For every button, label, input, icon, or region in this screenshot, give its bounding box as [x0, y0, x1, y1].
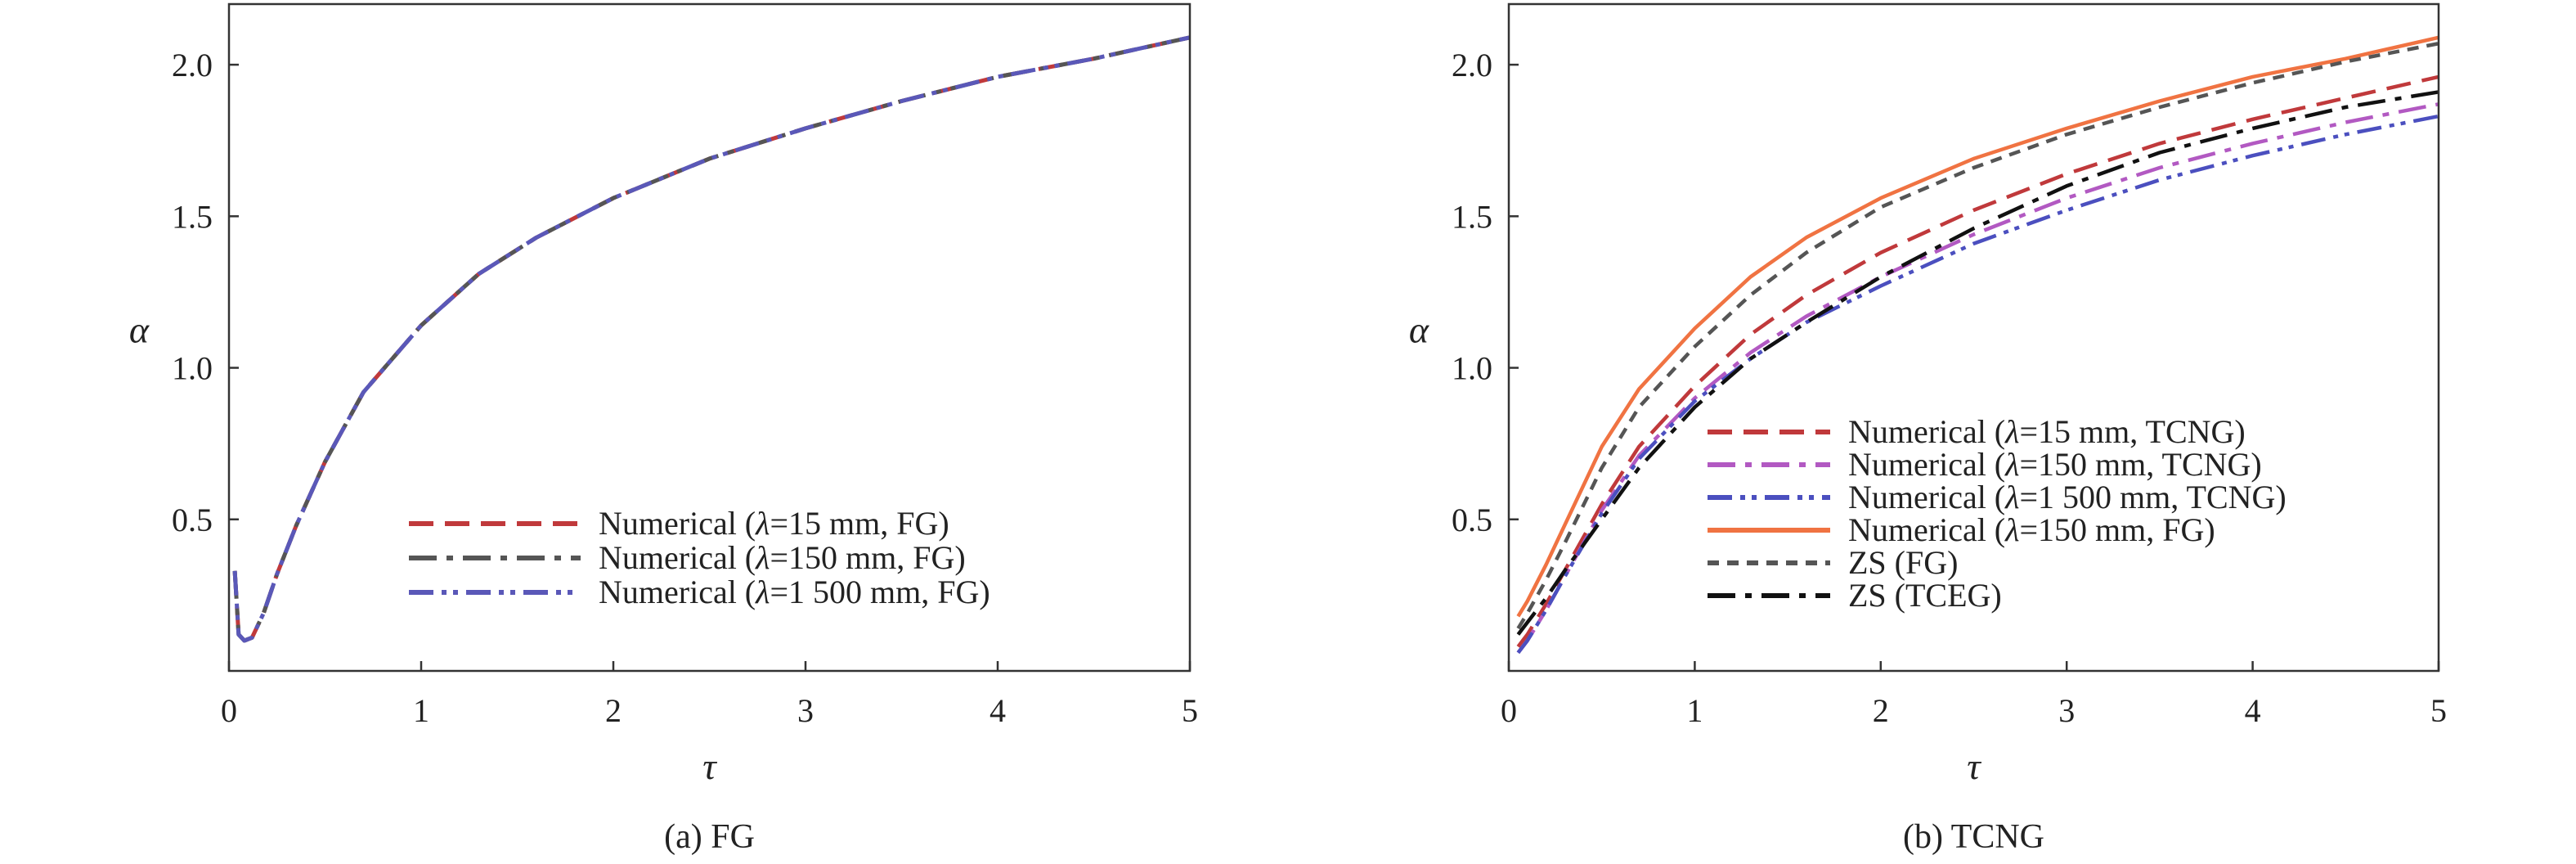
legend-label: Numerical (λ=150 mm, FG)	[599, 539, 966, 576]
y-tick-label: 0.5	[1452, 502, 1492, 538]
y-tick-label: 2.0	[1452, 47, 1492, 83]
legend-label: ZS (FG)	[1848, 544, 1958, 581]
series-line-2	[1516, 114, 2439, 655]
series-line-2	[232, 35, 1191, 643]
series-line-0	[1516, 74, 2439, 648]
series-line-5	[1516, 90, 2439, 636]
plot-frame	[1507, 2, 2440, 673]
x-tick-label: 4	[2245, 692, 2261, 729]
x-tick-label: 2	[1873, 692, 1889, 729]
y-tick-label: 2.0	[172, 47, 213, 83]
y-tick-label: 0.5	[172, 502, 213, 538]
x-tick-label: 2	[605, 692, 622, 729]
legend-label: Numerical (λ=15 mm, FG)	[599, 505, 949, 542]
series-line-1	[1516, 102, 2439, 655]
x-axis-label: τ	[1967, 745, 1981, 787]
y-tick-label: 1.5	[172, 198, 213, 235]
chart-panel-a: 0 1 2 3 4 5 0.5 1.0 1.5 2.0 τ α (a) FG Numerical (λ=1…	[129, 2, 1198, 856]
legend-label: Numerical (λ=150 mm, FG)	[1848, 511, 2215, 548]
x-tick-label: 4	[990, 692, 1006, 729]
x-tick-label: 0	[221, 692, 237, 729]
panel-caption: (a) FG	[664, 818, 755, 856]
x-tick-label: 1	[1686, 692, 1703, 729]
x-tick-label: 3	[2058, 692, 2075, 729]
legend: Numerical (λ=15 mm, TCNG)Numerical (λ=15…	[1708, 413, 2287, 614]
y-tick-label: 1.0	[1452, 350, 1492, 387]
series-line-4	[1516, 41, 2439, 630]
plot-frame	[227, 2, 1192, 673]
y-tick-label: 1.5	[1452, 198, 1492, 235]
panel-caption: (b) TCNG	[1903, 818, 2044, 856]
x-tick-label: 0	[1501, 692, 1517, 729]
legend-label: ZS (TCEG)	[1848, 577, 2002, 614]
legend-label: Numerical (λ=150 mm, TCNG)	[1848, 446, 2262, 483]
legend-label: Numerical (λ=1 500 mm, TCNG)	[1848, 479, 2287, 515]
x-axis-label: τ	[702, 745, 717, 787]
x-tick-label: 1	[413, 692, 429, 729]
legend: Numerical (λ=15 mm, FG)Numerical (λ=150 …	[409, 505, 990, 610]
x-tick-label: 5	[1182, 692, 1198, 729]
series-line-3	[1516, 35, 2439, 618]
x-tick-label: 3	[797, 692, 814, 729]
y-tick-label: 1.0	[172, 350, 213, 387]
y-axis-label: α	[129, 309, 150, 351]
legend-label: Numerical (λ=1 500 mm, FG)	[599, 574, 990, 610]
chart-panel-b: 0 1 2 3 4 5 0.5 1.0 1.5 2.0 τ α (b) TCNG Numerical (λ…	[1409, 2, 2447, 856]
x-tick-label: 5	[2430, 692, 2447, 729]
legend-label: Numerical (λ=15 mm, TCNG)	[1848, 413, 2246, 450]
y-axis-label: α	[1409, 309, 1429, 351]
